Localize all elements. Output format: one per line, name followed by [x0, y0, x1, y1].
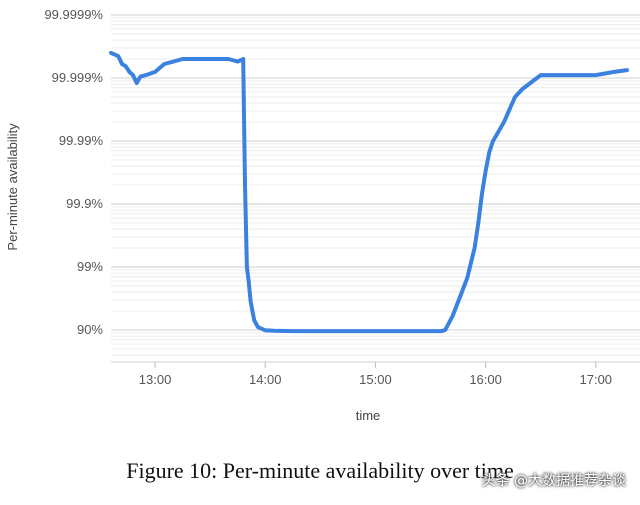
x-ticks: [154, 362, 597, 368]
y-tick-label: 99.999%: [52, 70, 104, 85]
watermark: 头条 @大数据推荐杂谈: [481, 473, 626, 489]
x-tick-label: 15:00: [359, 372, 392, 387]
x-tick-label: 14:00: [249, 372, 282, 387]
x-tick-label: 16:00: [469, 372, 502, 387]
major-grid: [111, 14, 640, 331]
x-tick-label: 17:00: [580, 372, 613, 387]
figure-caption: Figure 10: Per-minute availability over …: [126, 458, 514, 483]
y-axis-title: Per-minute availability: [5, 123, 20, 251]
x-tick-label: 13:00: [139, 372, 172, 387]
x-tick-labels: 13:00 14:00 15:00 16:00 17:00: [139, 372, 612, 387]
y-tick-label: 90%: [77, 322, 103, 337]
availability-series-line: [109, 50, 629, 334]
x-axis-title: time: [356, 408, 381, 423]
minor-grid: [111, 17, 640, 356]
y-tick-label: 99.99%: [59, 133, 104, 148]
y-tick-label: 99.9%: [66, 196, 103, 211]
y-tick-label: 99.9999%: [44, 7, 103, 22]
y-tick-labels: 90% 99% 99.9% 99.99% 99.999% 99.9999%: [44, 7, 103, 337]
y-tick-label: 99%: [77, 259, 103, 274]
